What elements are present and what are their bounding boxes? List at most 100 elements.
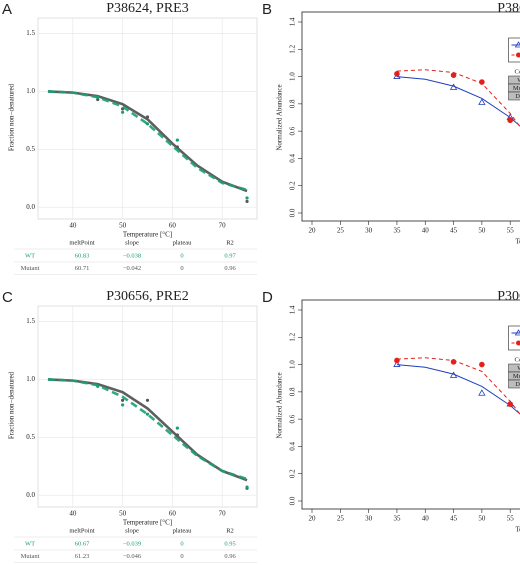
plot-frame: [301, 11, 520, 222]
x-tick-label: 25: [337, 515, 345, 523]
y-tick-label: 0.8: [289, 387, 297, 396]
data-point: [478, 98, 486, 105]
inset-cell: Delta Tm: [515, 93, 520, 100]
table-cell: 0: [180, 252, 183, 259]
x-tick-label: 35: [393, 515, 401, 523]
data-point: [393, 360, 401, 367]
panel-letter: D: [262, 289, 273, 306]
y-tick-label: 0.8: [289, 99, 297, 108]
chart-title: P38624, PRE3: [497, 1, 520, 16]
x-tick-label: 25: [337, 227, 345, 235]
table-cell: Mutant: [21, 553, 40, 560]
x-axis-label: Temperature [°C]: [123, 231, 172, 239]
y-tick-label: 0.4: [289, 442, 297, 451]
table-cell: 0: [180, 553, 183, 560]
data-point: [245, 485, 249, 489]
x-axis-label: Temperature (C): [515, 526, 520, 534]
x-tick-label: 50: [119, 510, 127, 518]
y-tick-label: 0.6: [289, 126, 297, 135]
fit-curve: [47, 378, 248, 481]
fit-curve: [47, 90, 248, 192]
data-point: [449, 371, 458, 378]
inset-row: [508, 91, 520, 101]
inset-row: [508, 83, 520, 93]
table-header: R2: [226, 239, 234, 246]
table-cell: 0: [180, 265, 183, 272]
x-axis-label: Temperature (C): [515, 238, 520, 246]
table-cell: 0: [180, 540, 183, 547]
inset-row: [508, 75, 520, 85]
table-header: meltPoint: [69, 527, 94, 534]
data-point: [507, 401, 513, 407]
y-tick-label: 0.5: [26, 145, 35, 153]
data-point: [121, 398, 125, 402]
y-tick-label: 1.0: [26, 87, 35, 95]
fit-curve: [396, 69, 520, 128]
y-tick-label: 1.5: [26, 317, 35, 325]
x-tick-label: 30: [365, 515, 373, 523]
fit-curve: [396, 76, 520, 127]
data-point: [175, 138, 179, 142]
legend-box: [508, 325, 520, 351]
x-tick-label: 50: [119, 222, 127, 230]
legend-marker: [516, 52, 520, 58]
table-cell: 60.71: [75, 265, 90, 272]
table-cell: 0.95: [224, 540, 235, 547]
data-point: [478, 389, 486, 396]
data-point: [145, 115, 150, 119]
x-tick-label: 50: [478, 227, 486, 235]
inset-row: [508, 363, 520, 373]
legend-marker: [516, 340, 520, 346]
table-cell: 61.23: [75, 553, 90, 560]
y-tick-label: 1.2: [289, 332, 297, 341]
inset-cell: Delta Tm: [515, 381, 520, 388]
table-cell: 0.96: [224, 553, 236, 560]
data-point: [245, 196, 249, 200]
table-header: plateau: [173, 239, 193, 246]
x-tick-label: 45: [450, 227, 458, 235]
table-cell: WT: [25, 252, 35, 259]
table-header: slope: [125, 527, 139, 534]
y-tick-label: 0.4: [289, 154, 297, 163]
inset-row: [508, 379, 520, 389]
y-tick-label: 0.5: [26, 433, 35, 441]
chart-title: P30656, PRE2: [106, 289, 188, 304]
y-tick-label: 0.0: [289, 496, 297, 505]
y-tick-label: 0.6: [289, 414, 297, 423]
table-cell: Mutant: [21, 265, 40, 272]
legend-box: [508, 37, 520, 63]
data-point: [479, 361, 485, 368]
panel-letter: A: [2, 1, 12, 18]
y-tick-label: 1.4: [289, 305, 297, 314]
data-point: [394, 357, 400, 364]
y-tick-label: 1.0: [289, 360, 297, 369]
y-tick-label: 1.5: [26, 29, 35, 37]
table-header: meltPoint: [69, 239, 94, 246]
x-tick-label: 40: [422, 515, 430, 523]
data-point: [479, 79, 485, 85]
data-point: [145, 122, 150, 126]
table-cell: 0.97: [224, 252, 236, 259]
y-tick-label: 1.2: [289, 44, 297, 53]
data-point: [121, 110, 125, 114]
y-tick-label: 1.4: [289, 17, 297, 26]
data-point: [121, 403, 125, 407]
data-point: [450, 359, 457, 365]
x-tick-label: 70: [219, 510, 227, 518]
inset-cell: Mutant Tm: [513, 85, 520, 92]
data-point: [394, 71, 400, 77]
x-tick-label: 60: [169, 510, 177, 518]
inset-cell: WT Tm: [517, 77, 520, 84]
panel-letter: C: [2, 289, 13, 306]
data-point: [507, 117, 513, 124]
table-cell: −0.042: [123, 265, 141, 272]
y-axis-label: Fraction non−denatured: [8, 83, 16, 151]
plot-frame: [301, 299, 520, 510]
y-tick-label: 0.2: [289, 469, 297, 478]
legend-marker: [514, 329, 520, 336]
data-point: [145, 398, 150, 402]
x-tick-label: 55: [507, 227, 515, 235]
inset-row: [508, 371, 520, 381]
table-cell: 0.96: [224, 265, 236, 272]
